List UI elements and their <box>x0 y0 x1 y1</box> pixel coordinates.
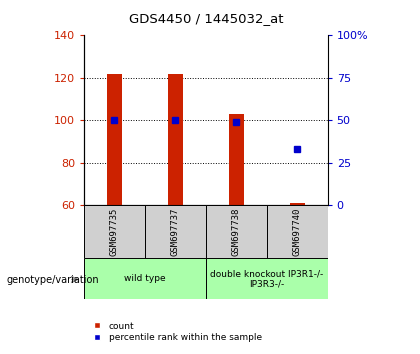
Text: GSM697738: GSM697738 <box>232 208 241 256</box>
Text: double knockout IP3R1-/-
IP3R3-/-: double knockout IP3R1-/- IP3R3-/- <box>210 269 323 289</box>
Bar <box>107 74 122 205</box>
Text: GSM697737: GSM697737 <box>171 208 180 256</box>
Bar <box>267 205 328 258</box>
Text: GSM697735: GSM697735 <box>110 208 119 256</box>
Text: GSM697740: GSM697740 <box>293 208 302 256</box>
Bar <box>206 258 328 299</box>
Bar <box>84 205 145 258</box>
Bar <box>206 205 267 258</box>
Bar <box>289 203 305 205</box>
Bar <box>228 114 244 205</box>
Bar <box>145 205 206 258</box>
Text: GDS4450 / 1445032_at: GDS4450 / 1445032_at <box>129 12 283 25</box>
Legend: count, percentile rank within the sample: count, percentile rank within the sample <box>84 318 265 346</box>
Text: wild type: wild type <box>124 274 166 283</box>
Bar <box>168 74 183 205</box>
Bar <box>84 258 206 299</box>
Text: genotype/variation: genotype/variation <box>6 275 99 285</box>
